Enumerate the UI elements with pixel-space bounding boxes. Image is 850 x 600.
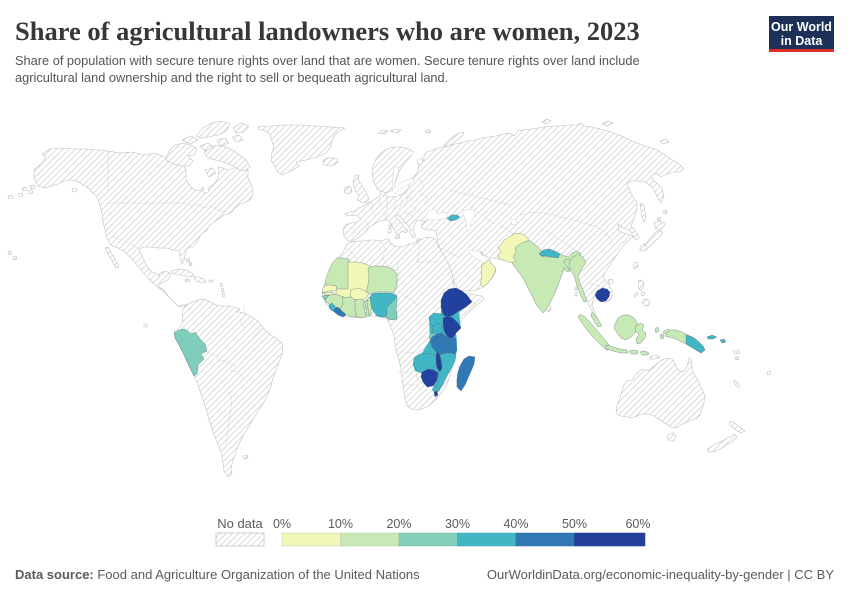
svg-text:50%: 50%	[562, 517, 587, 531]
svg-text:30%: 30%	[445, 517, 470, 531]
svg-text:0%: 0%	[273, 517, 291, 531]
svg-text:40%: 40%	[503, 517, 528, 531]
svg-text:60%: 60%	[625, 517, 650, 531]
svg-text:10%: 10%	[328, 517, 353, 531]
svg-text:No data: No data	[217, 516, 263, 531]
svg-text:20%: 20%	[386, 517, 411, 531]
